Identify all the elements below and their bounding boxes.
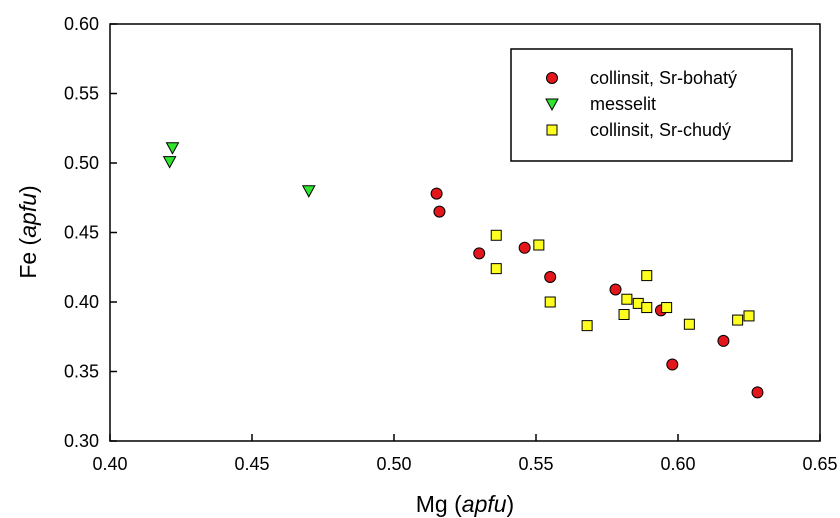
legend-label-collinsit-sr-chudy: collinsit, Sr-chudý: [590, 120, 731, 140]
y-tick-label: 0.45: [64, 223, 99, 243]
legend-box: [510, 48, 793, 162]
data-points: [162, 142, 764, 399]
data-point-triangle-down: [165, 142, 180, 155]
x-tick-label: 0.45: [234, 454, 269, 474]
x-axis-title: Mg (apfu): [416, 491, 514, 517]
y-tick-label: 0.60: [64, 14, 99, 34]
data-point-square: [641, 302, 653, 314]
data-point-square: [743, 310, 755, 322]
data-point-square: [490, 263, 502, 275]
legend-marker-collinsit-sr-chudy: [546, 124, 558, 136]
data-point-circle: [473, 247, 486, 260]
axis-ticks: [109, 23, 821, 442]
y-tick-label: 0.35: [64, 362, 99, 382]
data-point-square: [621, 293, 633, 305]
data-point-square: [641, 270, 653, 282]
data-point-circle: [666, 358, 679, 371]
data-point-circle: [609, 283, 622, 296]
data-point-square: [533, 239, 545, 251]
data-point-circle: [544, 270, 557, 283]
legend-marker-messelit: [545, 98, 559, 112]
y-tick-label: 0.40: [64, 292, 99, 312]
data-point-circle: [430, 187, 443, 200]
data-point-square: [661, 302, 673, 314]
x-tick-label: 0.50: [376, 454, 411, 474]
legend-label-collinsit-sr-bohaty: collinsit, Sr-bohatý: [590, 68, 737, 88]
data-point-square: [618, 309, 630, 321]
data-point-circle: [433, 205, 446, 218]
y-tick-label: 0.30: [64, 431, 99, 451]
y-tick-label: 0.50: [64, 153, 99, 173]
x-tick-label: 0.40: [92, 454, 127, 474]
data-point-square: [732, 314, 744, 326]
y-axis-title: Fe (apfu): [15, 185, 41, 278]
data-point-circle: [751, 386, 764, 399]
y-tick-label: 0.55: [64, 84, 99, 104]
legend-label-messelit: messelit: [590, 94, 656, 114]
data-point-circle: [518, 241, 531, 254]
data-point-square: [544, 296, 556, 308]
x-tick-label: 0.65: [802, 454, 837, 474]
data-point-square: [683, 318, 695, 330]
data-point-triangle-down: [301, 185, 316, 198]
legend: collinsit, Sr-bohatý messelit collinsit,…: [510, 48, 793, 162]
y-tick-labels: 0.30 0.35 0.40 0.45 0.50 0.55 0.60: [64, 14, 99, 451]
data-point-square: [581, 320, 593, 332]
x-tick-labels: 0.40 0.45 0.50 0.55 0.60 0.65: [92, 454, 837, 474]
data-point-triangle-down: [162, 156, 177, 169]
data-point-circle: [717, 334, 730, 347]
x-tick-label: 0.55: [518, 454, 553, 474]
data-point-square: [490, 229, 502, 241]
x-tick-label: 0.60: [660, 454, 695, 474]
legend-marker-collinsit-sr-bohaty: [546, 72, 558, 84]
